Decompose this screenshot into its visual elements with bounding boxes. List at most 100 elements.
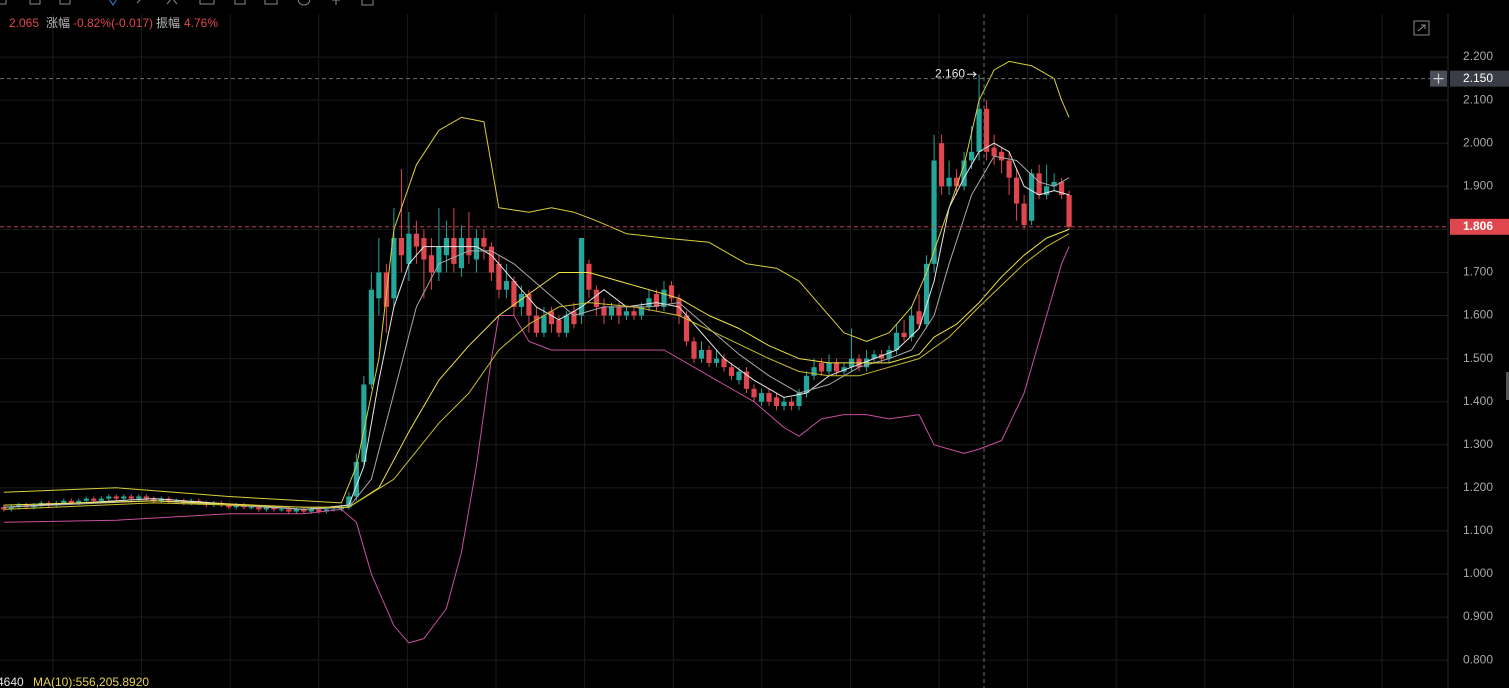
plus-icon — [1433, 73, 1444, 84]
candle-body — [833, 362, 840, 372]
candle-body — [541, 315, 547, 333]
candle-body — [428, 255, 434, 273]
y-tick-label: 1.300 — [1463, 437, 1493, 451]
candle-body — [961, 160, 967, 187]
crosshair-label-box — [1450, 70, 1509, 87]
candle-body — [503, 281, 510, 290]
candle-body — [398, 238, 404, 256]
candle-body — [683, 315, 690, 342]
candle-body — [61, 500, 67, 503]
tool-icon[interactable] — [59, 0, 71, 5]
candle-body — [931, 160, 937, 264]
crosshair-label: 2.150 — [1463, 71, 1493, 85]
y-tick-label: 2.200 — [1463, 49, 1493, 63]
candle-body — [256, 507, 262, 510]
candle-body — [68, 500, 74, 503]
candle-body — [698, 350, 705, 359]
candle-body — [908, 315, 915, 338]
candle-body — [263, 507, 269, 510]
candle-body — [121, 496, 127, 499]
candle-body — [781, 401, 787, 406]
fullscreen-icon — [1417, 24, 1426, 32]
candle-body — [271, 507, 277, 510]
candle-body — [391, 238, 397, 299]
candle-body — [893, 332, 900, 350]
y-tick-label: 1.100 — [1463, 523, 1493, 537]
max-marker-label: 2.160 — [935, 66, 965, 80]
candle-body — [556, 319, 562, 333]
line-layer — [3, 60, 1070, 644]
y-tick-label: 1.000 — [1463, 566, 1493, 580]
candle-body — [901, 332, 907, 338]
candle-body — [826, 362, 832, 372]
candle-body — [998, 151, 1005, 161]
header-close: 2.065 — [9, 16, 39, 30]
candle-body — [623, 311, 630, 316]
candle-body — [1, 507, 7, 510]
tool-icon[interactable] — [332, 0, 340, 5]
tool-icon[interactable] — [166, 0, 178, 5]
y-tick-label: 1.700 — [1463, 265, 1493, 279]
candle-body — [511, 281, 517, 307]
tool-icon[interactable] — [136, 0, 144, 4]
y-tick-label: 1.200 — [1463, 480, 1493, 494]
fullscreen-button[interactable] — [1413, 20, 1430, 36]
candle-body — [106, 496, 112, 499]
candle-body — [338, 507, 344, 510]
candle-body — [323, 509, 329, 512]
tool-icon[interactable] — [199, 0, 215, 5]
y-tick-label: 2.100 — [1463, 92, 1493, 106]
candle-body — [143, 496, 149, 499]
indicator-line — [3, 233, 1070, 510]
tool-icon[interactable] — [29, 0, 41, 5]
candle-body — [661, 289, 667, 307]
candle-body — [488, 246, 495, 273]
candle-body — [976, 108, 982, 152]
candle-body — [308, 509, 314, 512]
tool-icon[interactable] — [361, 0, 374, 6]
candle-body — [248, 507, 254, 509]
tool-icon[interactable] — [234, 0, 246, 5]
candle-body — [376, 272, 382, 299]
candle-body — [128, 496, 134, 499]
candle-body — [758, 393, 765, 402]
footer-volume: 4640 — [0, 675, 24, 688]
candle-body — [878, 354, 885, 359]
candle-body — [406, 233, 412, 264]
tool-icon[interactable] — [107, 0, 119, 6]
candle-body — [811, 367, 817, 376]
candle-body — [98, 498, 104, 501]
candle-body — [226, 505, 232, 508]
indicator-line — [3, 155, 1070, 510]
candle-body — [533, 315, 540, 333]
candle-body — [743, 371, 750, 389]
indicator-line — [3, 228, 1070, 508]
candle-body — [653, 294, 660, 307]
candle-body — [946, 177, 952, 187]
tool-icon[interactable] — [297, 0, 311, 6]
candle-body — [1059, 182, 1065, 195]
tool-icon[interactable] — [264, 0, 278, 5]
candle-body — [8, 507, 14, 510]
candle-body — [586, 263, 592, 290]
candle-body — [646, 298, 652, 307]
tool-icon[interactable] — [0, 0, 7, 5]
candle-body — [818, 362, 825, 372]
candle-body — [278, 509, 284, 511]
candle-body — [1014, 177, 1020, 204]
y-tick-label: 2.000 — [1463, 135, 1493, 149]
y-tick-label: 0.800 — [1463, 652, 1493, 666]
candle-body — [803, 375, 810, 394]
header-amplitude: 4.76% — [184, 16, 218, 30]
candle-body — [526, 294, 532, 316]
candle-body — [113, 496, 119, 499]
candle-body — [83, 498, 89, 501]
candle-body — [368, 289, 374, 385]
candle-body — [548, 311, 555, 325]
indicator-line — [3, 246, 1070, 644]
candle-body — [1044, 186, 1050, 195]
candle-body — [841, 367, 847, 372]
side-handle[interactable] — [1506, 372, 1509, 400]
